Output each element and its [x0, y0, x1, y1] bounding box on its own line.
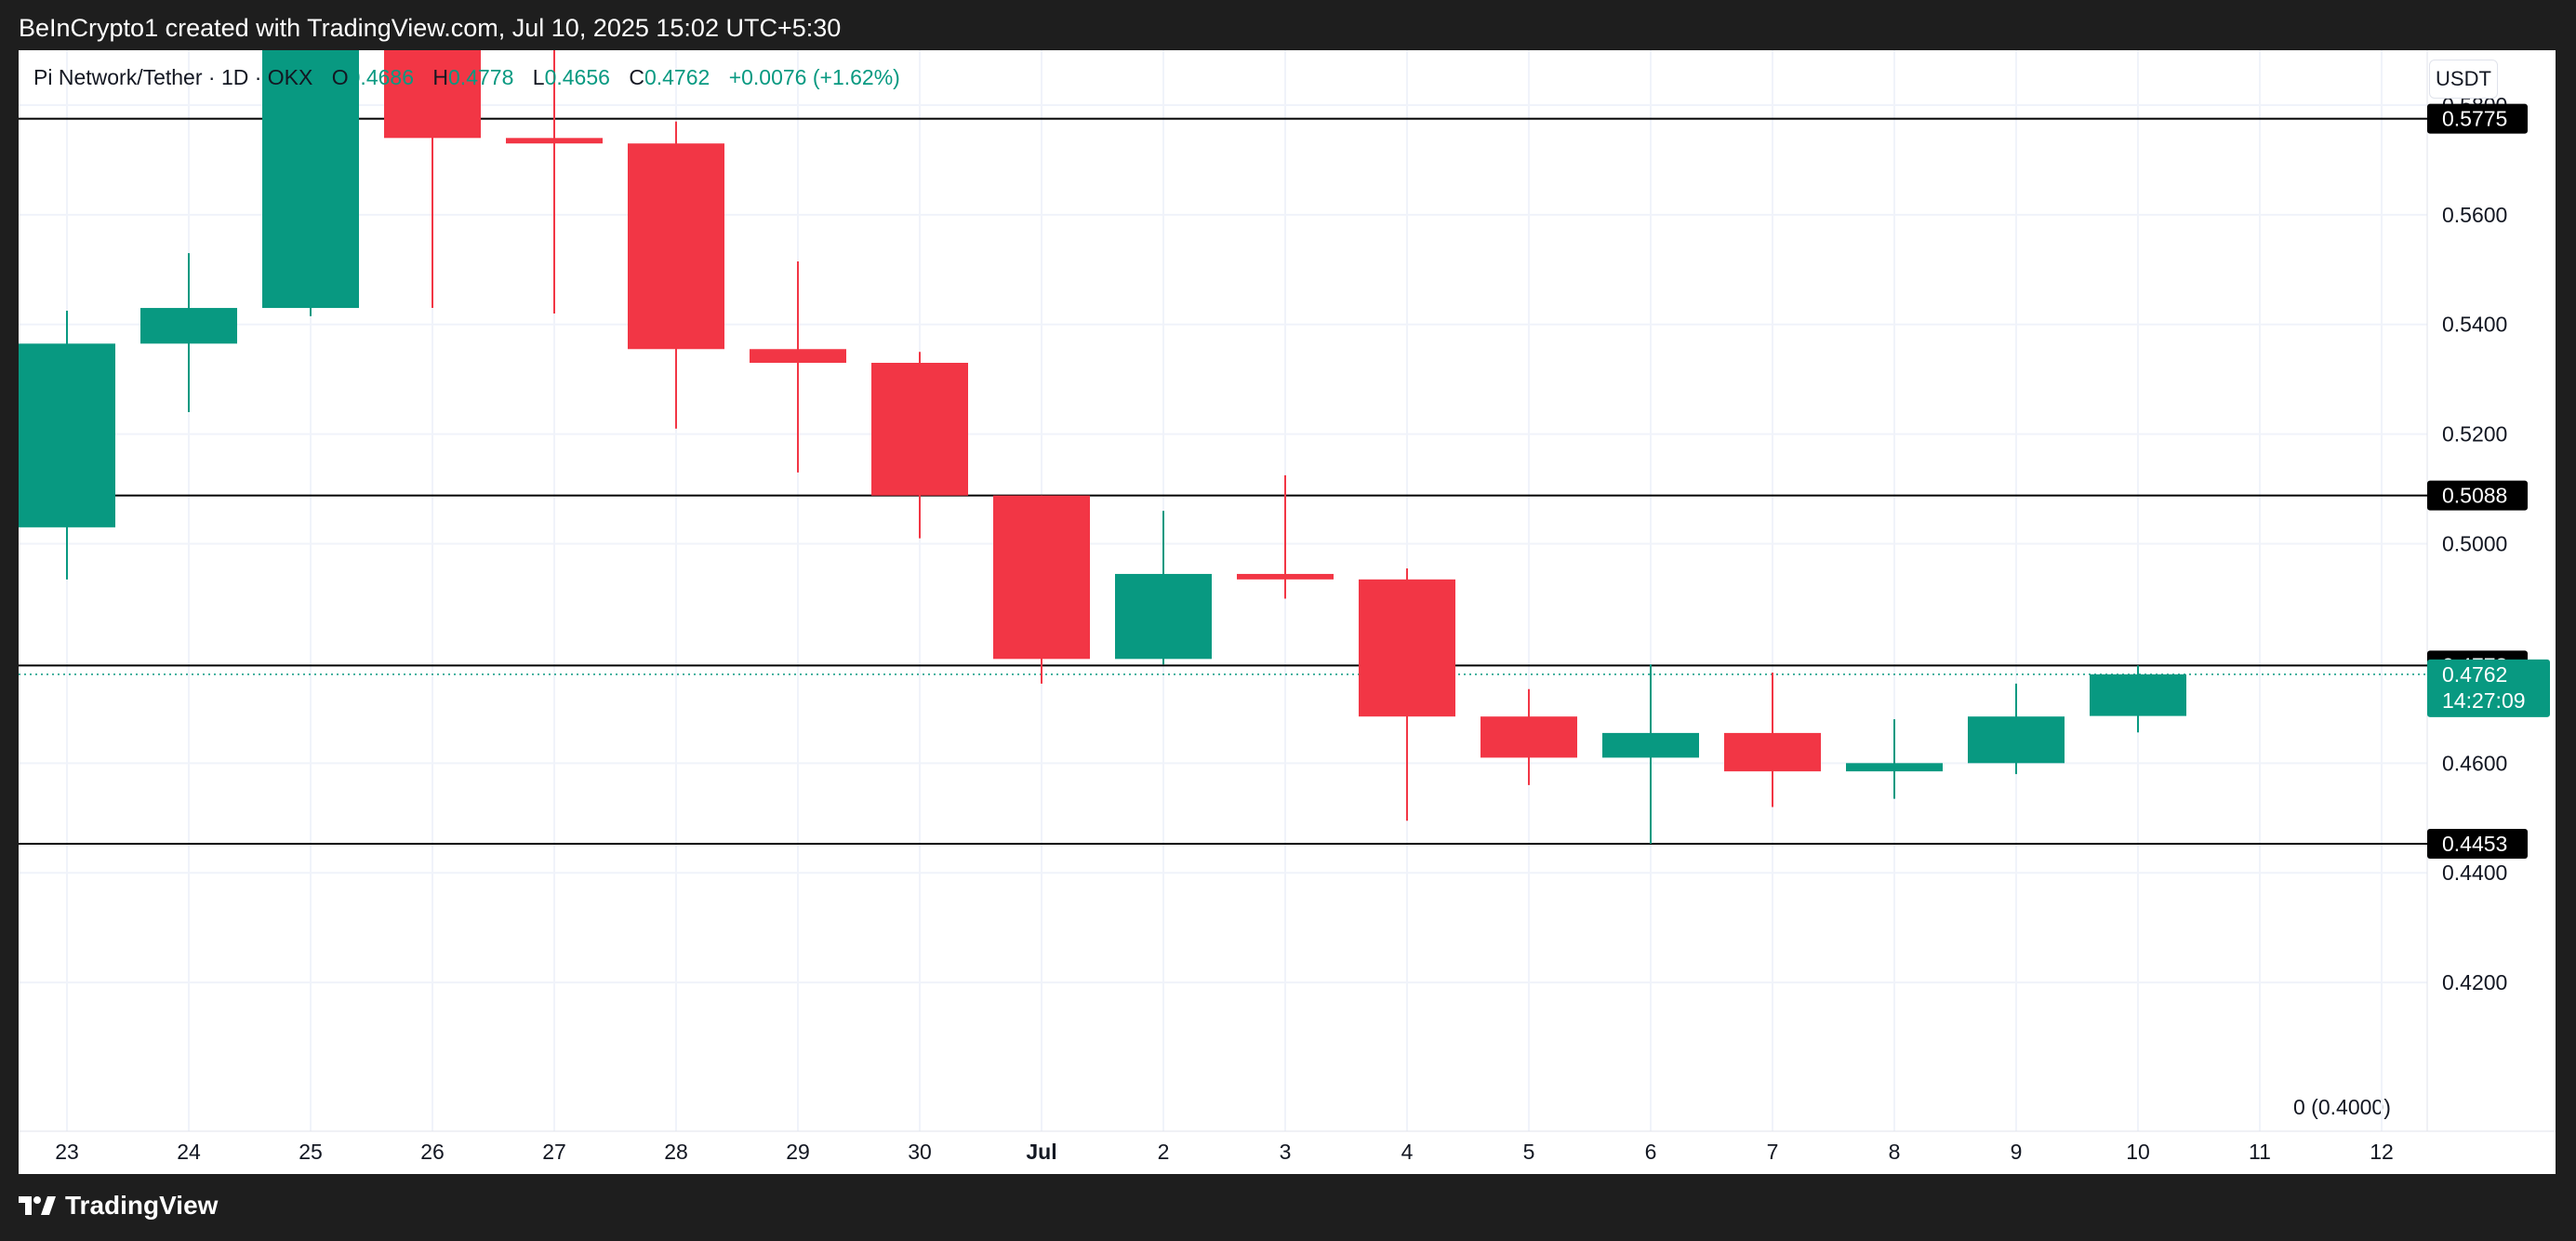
x-tick-label: 23 — [55, 1140, 79, 1164]
level-price-label: 0.4453 — [2442, 832, 2507, 856]
last-price-tag — [2427, 659, 2550, 717]
x-tick-label: 7 — [1767, 1140, 1779, 1164]
level-price-label: 0.5775 — [2442, 107, 2507, 131]
countdown-label: 14:27:09 — [2442, 688, 2526, 713]
level-price-tag — [2427, 103, 2528, 134]
chart-panel[interactable]: 0.58000.56000.54000.52000.50000.46000.44… — [19, 50, 2556, 1174]
candle-body — [19, 343, 115, 527]
candle-body — [1724, 732, 1821, 772]
legend-open-value: 0.4686 — [348, 65, 414, 89]
candle-body — [1237, 573, 1334, 580]
x-tick-label: 8 — [1889, 1140, 1901, 1164]
candle-body — [506, 138, 603, 144]
x-tick-label: 4 — [1401, 1140, 1414, 1164]
x-tick-label: Jul — [1026, 1140, 1056, 1164]
candle-body — [1359, 579, 1455, 717]
attribution-bar: BeInCrypto1 created with TradingView.com… — [0, 0, 2576, 50]
level-price-tag — [2427, 828, 2528, 859]
y-tick-label: 0.4400 — [2442, 861, 2507, 885]
legend-low-value: 0.4656 — [544, 65, 610, 89]
candle-body — [2090, 674, 2186, 716]
legend-symbol: Pi Network/Tether · 1D · OKX — [33, 65, 313, 89]
x-tick-label: 12 — [2370, 1140, 2394, 1164]
candle-body — [628, 143, 724, 350]
symbol-legend: Pi Network/Tether · 1D · OKX O0.4686 H0.… — [33, 65, 900, 90]
legend-high-key: H — [432, 65, 449, 89]
candle-body — [750, 349, 846, 363]
x-tick-label: 6 — [1645, 1140, 1657, 1164]
candle-body — [1481, 716, 1577, 758]
y-tick-label: 0.5200 — [2442, 422, 2507, 447]
x-tick-label: 3 — [1280, 1140, 1292, 1164]
x-tick-label: 24 — [177, 1140, 201, 1164]
tradingview-logo-icon — [19, 1196, 56, 1215]
candle-body — [384, 50, 481, 139]
footer-bar: TradingView — [0, 1174, 2576, 1241]
legend-open-key: O — [331, 65, 349, 89]
candle-body — [871, 363, 968, 496]
legend-close-value: 0.4762 — [644, 65, 710, 89]
x-tick-label: 10 — [2126, 1140, 2150, 1164]
x-tick-label: 26 — [420, 1140, 445, 1164]
candle-body — [1115, 573, 1212, 660]
candle-body — [1968, 716, 2065, 764]
x-tick-label: 9 — [2011, 1140, 2023, 1164]
candle-body — [262, 50, 359, 309]
candle-body — [1602, 732, 1699, 758]
y-bottom-label: 0 (0.4000) — [2293, 1095, 2391, 1119]
candle-body — [993, 495, 1090, 660]
legend-close-key: C — [629, 65, 644, 89]
x-tick-label: 30 — [908, 1140, 932, 1164]
legend-high-value: 0.4778 — [448, 65, 514, 89]
legend-low-key: L — [532, 65, 545, 89]
y-tick-label: 0.5000 — [2442, 532, 2507, 556]
x-tick-label: 2 — [1158, 1140, 1170, 1164]
tradingview-logo-text: TradingView — [65, 1191, 219, 1220]
legend-change: +0.0076 (+1.62%) — [728, 65, 900, 89]
y-tick-label: 0.5400 — [2442, 313, 2507, 337]
candle-body — [140, 308, 237, 344]
x-tick-label: 5 — [1523, 1140, 1535, 1164]
currency-button[interactable]: USDT — [2429, 60, 2498, 99]
tradingview-logo[interactable]: TradingView — [19, 1191, 218, 1221]
y-tick-label: 0.4600 — [2442, 751, 2507, 775]
last-price-label: 0.4762 — [2442, 662, 2507, 687]
candle-body — [1846, 763, 1943, 772]
x-tick-label: 11 — [2249, 1140, 2271, 1164]
x-tick-label: 29 — [786, 1140, 810, 1164]
x-tick-label: 28 — [664, 1140, 688, 1164]
level-price-tag — [2427, 480, 2528, 511]
attribution-text: BeInCrypto1 created with TradingView.com… — [19, 14, 842, 42]
level-price-label: 0.5088 — [2442, 484, 2507, 508]
y-tick-label: 0.5600 — [2442, 203, 2507, 227]
x-tick-label: 27 — [542, 1140, 566, 1164]
y-tick-label: 0.4200 — [2442, 970, 2507, 994]
candlestick-chart[interactable]: 0.58000.56000.54000.52000.50000.46000.44… — [19, 50, 2556, 1174]
x-tick-label: 25 — [299, 1140, 323, 1164]
